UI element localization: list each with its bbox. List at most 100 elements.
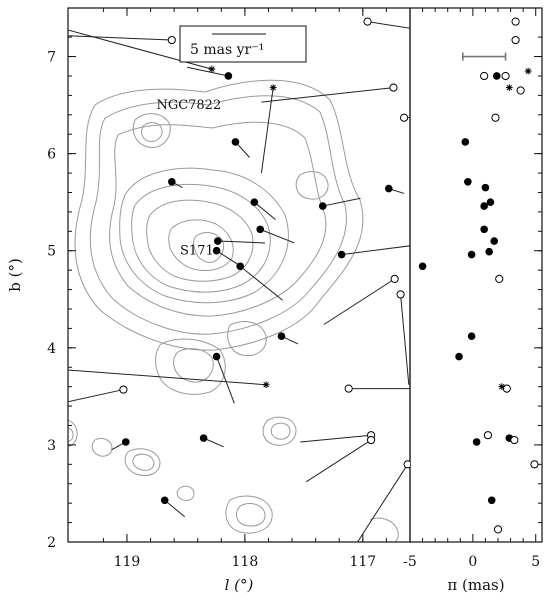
star-open-circle — [363, 17, 372, 26]
parallax-asterisk — [505, 84, 513, 92]
x-tick-label: 117 — [349, 554, 376, 570]
parallax-filled-circle — [480, 202, 488, 210]
proper-motion-vector — [415, 78, 430, 101]
pi-tick-label: 5 — [531, 554, 540, 570]
proper-motion-vectors — [68, 21, 430, 542]
proper-motion-vector — [323, 278, 395, 325]
proper-motion-vector — [356, 464, 409, 542]
star-open-circle — [366, 435, 376, 445]
parallax-asterisk — [524, 67, 532, 75]
star-filled-circle — [213, 237, 222, 245]
parallax-panel-frame — [409, 7, 543, 543]
parallax-filled-circle — [464, 177, 472, 186]
star-filled-circle — [337, 250, 346, 259]
y-tick-label: 7 — [47, 50, 56, 66]
star-filled-circle — [256, 225, 265, 234]
star-filled-circle — [167, 177, 176, 186]
parallax-filled-circle — [486, 198, 495, 206]
parallax-filled-circle — [481, 183, 490, 192]
parallax-filled-circle — [472, 438, 481, 446]
proper-motion-vector — [68, 369, 267, 386]
pi-tick-label: 0 — [468, 554, 477, 570]
parallax-points — [418, 17, 539, 534]
parallax-open-circle — [493, 525, 503, 534]
proper-motion-vector — [68, 389, 124, 403]
sky-panel-frame — [67, 7, 411, 543]
parallax-asterisk — [498, 383, 506, 391]
y-tick-label: 4 — [47, 341, 56, 357]
star-open-circle — [119, 385, 128, 394]
y-axis-label: b (°) — [6, 258, 24, 292]
parallax-open-circle — [483, 431, 493, 440]
star-filled-circle — [236, 262, 244, 271]
star-open-circle — [390, 274, 399, 283]
parallax-filled-circle — [490, 237, 499, 245]
x-axis-label-left: l (°) — [225, 576, 254, 594]
pi-tick-label: -5 — [403, 554, 417, 570]
proper-motion-vector — [367, 21, 410, 29]
proper-motion-vector — [260, 87, 274, 174]
star-filled-circle — [224, 72, 233, 80]
star-filled-circle — [212, 246, 221, 255]
scale-bar-box — [179, 25, 307, 63]
x-tick-label: 118 — [232, 554, 259, 570]
y-tick-label: 5 — [47, 244, 56, 260]
y-tick-label: 3 — [47, 438, 56, 454]
parallax-filled-circle — [485, 247, 494, 256]
star-filled-circle — [277, 332, 286, 340]
star-asterisk — [262, 381, 270, 389]
nebula-contours — [68, 79, 399, 542]
star-filled-circle — [199, 434, 208, 442]
parallax-filled-circle — [467, 250, 476, 259]
parallax-open-circle — [516, 86, 525, 95]
sky-points — [119, 17, 418, 505]
proper-motion-vector — [164, 499, 186, 518]
star-asterisk — [269, 84, 277, 92]
y-tick-label: 2 — [47, 535, 56, 551]
proper-motion-vector — [322, 197, 361, 207]
parallax-filled-circle — [418, 262, 427, 271]
star-filled-circle — [121, 438, 130, 446]
proper-motion-vector — [239, 265, 283, 301]
star-filled-circle — [160, 496, 169, 505]
proper-motion-vector — [217, 240, 265, 244]
parallax-filled-circle — [455, 352, 463, 361]
proper-motion-vector — [254, 201, 276, 221]
parallax-open-circle — [530, 460, 539, 469]
proper-motion-vector — [216, 356, 235, 404]
scale-bar-label: 5 mas yr⁻¹ — [190, 42, 264, 58]
proper-motion-vector — [260, 228, 295, 244]
star-filled-circle — [318, 202, 327, 210]
parallax-filled-circle — [487, 496, 496, 505]
star-open-circle — [400, 113, 409, 122]
parallax-open-circle — [511, 17, 520, 26]
annotation-s171: S171 — [180, 244, 214, 259]
star-open-circle — [167, 35, 176, 45]
parallax-open-circle — [491, 113, 500, 122]
proper-motion-vector — [216, 250, 239, 265]
star-open-circle — [396, 290, 405, 299]
annotation-ngc7822: NGC7822 — [156, 98, 221, 113]
star-filled-circle — [250, 198, 259, 206]
star-filled-circle — [231, 138, 240, 146]
proper-motion-vector — [261, 87, 394, 103]
star-open-circle — [344, 384, 353, 393]
parallax-filled-circle — [461, 138, 470, 146]
star-asterisk — [208, 65, 216, 73]
star-filled-circle — [384, 184, 393, 193]
parallax-axis-ticks: -5 0 5 — [403, 8, 540, 570]
scale-bar: 5 mas yr⁻¹ — [179, 25, 307, 63]
x-tick-label: 119 — [114, 554, 141, 570]
star-open-circle — [403, 460, 410, 469]
proper-motion-vector — [68, 35, 172, 41]
proper-motion-vector — [187, 66, 229, 77]
star-open-circle — [389, 83, 398, 92]
star-open-circle — [411, 74, 418, 81]
parallax-open-circle — [510, 435, 519, 445]
sky-axis-ticks: 119 118 117 2 3 4 5 6 7 — [47, 8, 542, 570]
parallax-open-circle — [480, 71, 489, 81]
star-filled-circle — [212, 352, 221, 361]
proper-motion-vector — [305, 439, 372, 483]
parallax-open-circle — [511, 35, 520, 45]
